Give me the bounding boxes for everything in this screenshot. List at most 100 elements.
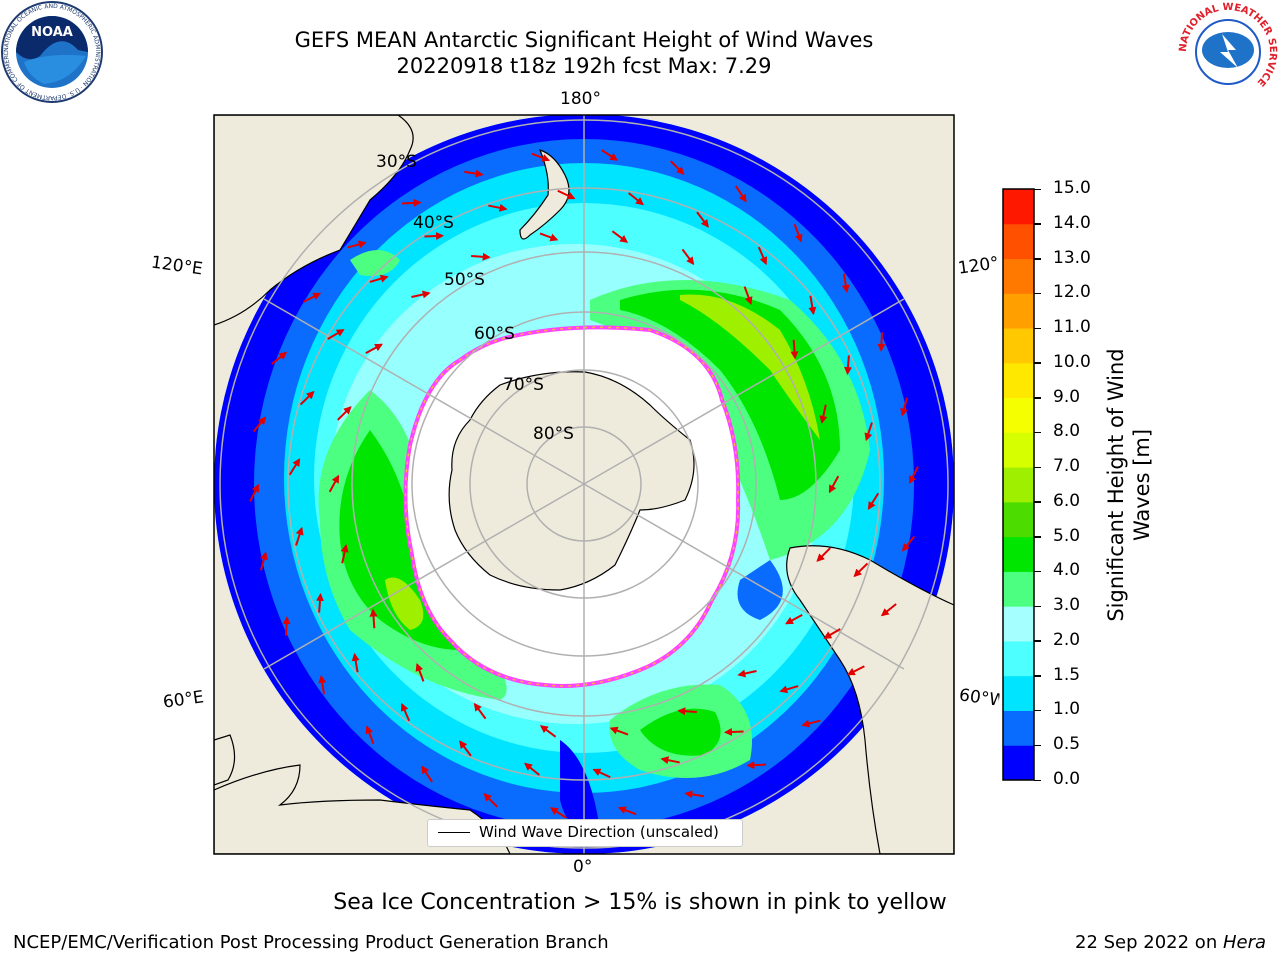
wind-arrow xyxy=(684,790,704,799)
colorbar-tick-label: 1.0 xyxy=(1053,699,1081,720)
wind-arrow xyxy=(549,807,567,819)
wind-arrow xyxy=(340,544,349,564)
colorbar-segment xyxy=(1003,189,1034,225)
wind-arrow xyxy=(328,474,340,493)
colorbar-segment xyxy=(1003,606,1034,642)
lat-label-70s: 70°S xyxy=(503,375,544,395)
wind-arrow xyxy=(252,416,267,433)
wind-arrow xyxy=(303,292,322,303)
wind-arrow xyxy=(660,756,680,765)
colorbar-tick-label: 9.0 xyxy=(1053,386,1081,407)
colorbar-segment xyxy=(1003,710,1034,746)
colorbar-tick-label: 11.0 xyxy=(1053,317,1091,338)
colorbar-tick-label: 5.0 xyxy=(1053,525,1081,546)
colorbar-tick-mark xyxy=(1034,779,1041,781)
wind-arrow xyxy=(617,806,637,816)
wind-arrow xyxy=(271,351,288,365)
legend-label: Wind Wave Direction (unscaled) xyxy=(479,823,719,841)
colorbar-tick-mark xyxy=(1034,188,1041,190)
wind-arrow xyxy=(459,740,472,757)
colorbar-tick-mark xyxy=(1034,605,1041,608)
wind-arrow xyxy=(539,725,557,738)
wind-arrow xyxy=(365,725,375,745)
title-line-2: 20220918 t18z 192h fcst Max: 7.29 xyxy=(396,54,772,78)
colorbar-segment xyxy=(1003,223,1034,260)
wind-arrow xyxy=(841,273,850,294)
colorbar-segment xyxy=(1003,293,1034,329)
wind-arrow xyxy=(557,189,576,200)
colorbar-tick-label: 8.0 xyxy=(1053,421,1081,442)
colorbar-segment xyxy=(1003,328,1034,364)
wind-arrow xyxy=(785,613,803,625)
wind-arrow xyxy=(401,198,422,207)
colorbar-segment xyxy=(1003,501,1034,538)
wind-arrow xyxy=(735,185,747,203)
wind-arrow xyxy=(369,274,389,283)
wind-arrow xyxy=(282,616,291,636)
meridian-label-0: 0° xyxy=(573,857,593,877)
wind-arrow xyxy=(347,240,367,249)
wind-arrow xyxy=(421,765,433,783)
wind-arrow xyxy=(318,674,327,695)
wind-arrow xyxy=(531,152,551,162)
wind-arrow xyxy=(669,160,685,175)
colorbar-segment xyxy=(1003,571,1034,607)
colorbar-tick-label: 2.0 xyxy=(1053,629,1081,650)
colorbar-tick-label: 6.0 xyxy=(1053,490,1081,511)
australia xyxy=(214,115,414,326)
nws-logo: NATIONAL WEATHER SERVICE xyxy=(1178,2,1278,98)
wind-arrow xyxy=(337,406,352,421)
wind-arrow xyxy=(601,149,619,161)
wind-arrow xyxy=(424,232,445,241)
colorbar-tick-label: 4.0 xyxy=(1053,560,1081,581)
colorbar-tick-mark xyxy=(1034,709,1041,712)
wind-arrow xyxy=(819,404,828,424)
wind-arrow xyxy=(867,492,880,510)
wind-arrow xyxy=(295,526,304,546)
colorbar-tick-mark xyxy=(1034,466,1041,469)
colorbar-tick-mark xyxy=(1034,223,1041,225)
footer-host: Hera xyxy=(1222,932,1266,953)
wind-arrow xyxy=(723,727,744,736)
colorbar-segment xyxy=(1003,467,1034,503)
wind-arrow xyxy=(351,652,360,673)
colorbar-segment xyxy=(1003,258,1034,294)
colorbar-tick-mark xyxy=(1034,640,1041,642)
wind-arrow xyxy=(411,290,431,299)
footer-date: 22 Sep 2022 on Hera xyxy=(1075,932,1266,953)
wind-arrow xyxy=(316,592,324,613)
wind-arrow xyxy=(288,458,301,476)
wind-arrow xyxy=(539,232,559,242)
wind-arrow xyxy=(757,246,768,266)
colorbar-label: Significant Height of Wind Waves [m] xyxy=(1103,348,1155,621)
wind-arrow xyxy=(908,466,919,485)
wind-arrow xyxy=(877,332,886,352)
wind-arrow xyxy=(901,535,916,552)
wind-arrow xyxy=(369,608,378,629)
wind-arrow xyxy=(823,628,841,639)
colorbar-tick-label: 1.5 xyxy=(1053,664,1081,685)
wind-arrow xyxy=(844,355,852,376)
wind-arrow xyxy=(846,665,865,676)
colorbar-tick-mark xyxy=(1034,536,1041,538)
wind-arrow xyxy=(779,685,799,694)
colorbar-tick-mark xyxy=(1034,570,1041,573)
wind-arrow xyxy=(299,390,315,406)
colorbar-segment xyxy=(1003,362,1034,399)
wind-arrow xyxy=(816,547,831,562)
colorbar-tick-label: 12.0 xyxy=(1053,282,1091,303)
wind-arrow xyxy=(880,603,897,617)
colorbar-tick-label: 10.0 xyxy=(1053,351,1091,372)
footer-branch: NCEP/EMC/Verification Post Processing Pr… xyxy=(13,932,609,953)
colorbar-tick-label: 7.0 xyxy=(1053,456,1081,477)
new-zealand xyxy=(519,149,570,240)
colorbar-tick-mark xyxy=(1034,397,1041,399)
map-legend: Wind Wave Direction (unscaled) xyxy=(427,819,743,847)
colorbar-tick-mark xyxy=(1034,362,1041,364)
wind-arrow xyxy=(473,702,487,720)
wind-arrow xyxy=(677,707,697,716)
colorbar-segment xyxy=(1003,536,1034,572)
wind-arrow xyxy=(900,397,909,417)
wind-arrow xyxy=(864,422,873,442)
wind-arrow xyxy=(483,793,499,808)
